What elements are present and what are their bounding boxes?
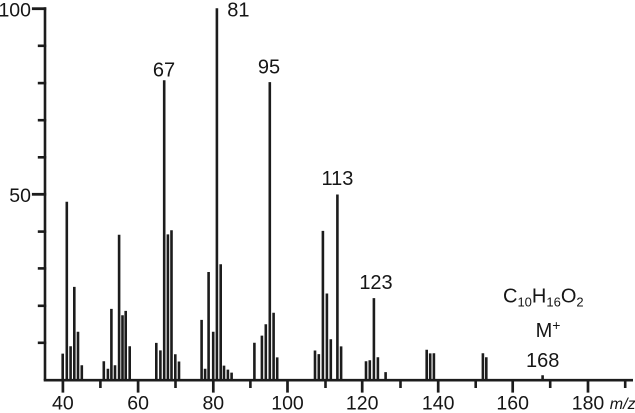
svg-text:123: 123: [359, 272, 392, 294]
svg-text:C10H16O2: C10H16O2: [503, 286, 584, 310]
svg-text:113: 113: [322, 168, 354, 190]
svg-text:50: 50: [9, 185, 31, 207]
svg-text:168: 168: [526, 350, 559, 372]
svg-text:100: 100: [271, 393, 304, 413]
svg-text:100: 100: [0, 0, 31, 22]
svg-text:81: 81: [227, 0, 249, 21]
svg-text:40: 40: [52, 393, 74, 413]
svg-text:60: 60: [127, 393, 149, 413]
svg-text:180: 180: [572, 393, 605, 413]
svg-text:140: 140: [422, 393, 455, 413]
svg-text:80: 80: [202, 393, 224, 413]
svg-text:67: 67: [153, 59, 175, 81]
svg-text:160: 160: [496, 393, 529, 413]
svg-text:95: 95: [258, 57, 280, 79]
svg-text:m/z: m/z: [610, 396, 635, 413]
svg-text:120: 120: [346, 393, 379, 413]
